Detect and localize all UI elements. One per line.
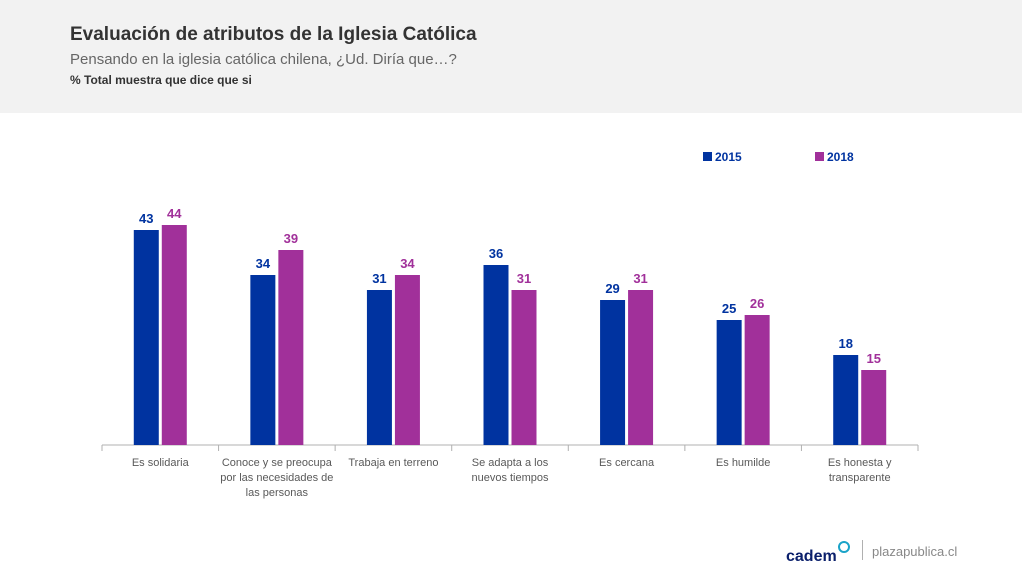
category-label: transparente bbox=[829, 472, 891, 484]
legend-swatch-2018 bbox=[815, 152, 824, 161]
bar-2015 bbox=[366, 290, 392, 445]
data-label-2018: 39 bbox=[284, 231, 298, 246]
bar-2015 bbox=[133, 230, 159, 445]
legend-swatch-2015 bbox=[703, 152, 712, 161]
data-label-2018: 34 bbox=[400, 256, 415, 271]
data-label-2018: 31 bbox=[633, 271, 647, 286]
bar-2018 bbox=[744, 315, 770, 445]
legend-label-2015: 2015 bbox=[715, 150, 742, 164]
data-label-2015: 18 bbox=[838, 336, 852, 351]
category-label: Es honesta y bbox=[828, 457, 892, 469]
data-label-2018: 26 bbox=[750, 296, 764, 311]
bar-2018 bbox=[161, 225, 187, 445]
category-label: Es solidaria bbox=[132, 457, 190, 469]
data-label-2015: 36 bbox=[489, 246, 503, 261]
category-label: las personas bbox=[246, 487, 309, 499]
page-title: Evaluación de atributos de la Iglesia Ca… bbox=[70, 24, 477, 45]
category-label: nuevos tiempos bbox=[471, 472, 549, 484]
data-label-2018: 31 bbox=[517, 271, 531, 286]
category-label: Es cercana bbox=[599, 457, 655, 469]
bar-2015 bbox=[483, 265, 509, 445]
bar-2018 bbox=[278, 250, 304, 445]
bar-2018 bbox=[394, 275, 420, 445]
category-label: Se adapta a los bbox=[472, 457, 549, 469]
footer-site: plazapublica.cl bbox=[872, 544, 958, 559]
page-subtitle: Pensando en la iglesia católica chilena,… bbox=[70, 51, 457, 68]
bar-2018 bbox=[511, 290, 537, 445]
data-label-2015: 31 bbox=[372, 271, 386, 286]
bar-2015 bbox=[833, 355, 859, 445]
logo-circle-icon bbox=[837, 541, 850, 553]
bar-2015 bbox=[716, 320, 742, 445]
category-label: Conoce y se preocupa bbox=[222, 457, 333, 469]
bar-2015 bbox=[250, 275, 276, 445]
data-label-2015: 43 bbox=[139, 211, 153, 226]
data-label-2018: 44 bbox=[167, 206, 182, 221]
category-label: Trabaja en terreno bbox=[348, 457, 438, 469]
legend-label-2018: 2018 bbox=[827, 150, 854, 164]
data-label-2018: 15 bbox=[866, 351, 880, 366]
footer-divider bbox=[862, 540, 863, 560]
data-label-2015: 25 bbox=[722, 301, 736, 316]
header-band bbox=[0, 0, 1022, 113]
data-label-2015: 34 bbox=[256, 256, 271, 271]
bar-2015 bbox=[600, 300, 626, 445]
category-label: por las necesidades de bbox=[220, 472, 333, 484]
data-label-2015: 29 bbox=[605, 281, 619, 296]
sample-note: % Total muestra que dice que si bbox=[70, 73, 252, 87]
cadem-logo: cadem bbox=[786, 541, 850, 566]
bar-2018 bbox=[628, 290, 654, 445]
bar-2018 bbox=[861, 370, 887, 445]
category-label: Es humilde bbox=[716, 457, 770, 469]
